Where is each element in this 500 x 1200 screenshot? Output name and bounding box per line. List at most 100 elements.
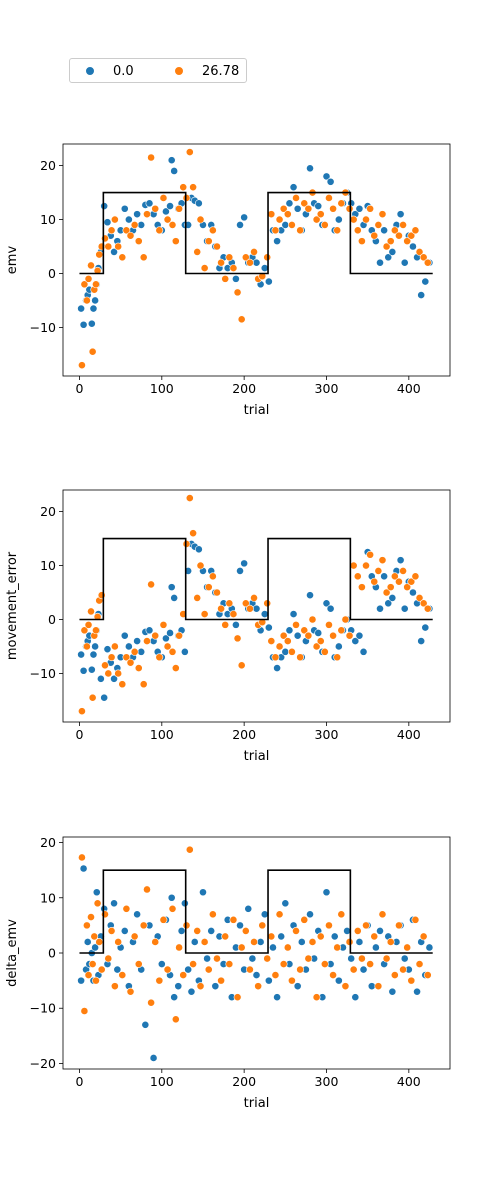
- data-point: [246, 965, 254, 974]
- x-tick-label: 300: [315, 381, 339, 396]
- data-point: [174, 982, 183, 991]
- data-point: [92, 280, 100, 289]
- data-point: [345, 631, 354, 640]
- data-point: [374, 982, 383, 991]
- data-point: [304, 954, 313, 963]
- data-point: [400, 954, 409, 963]
- data-point: [355, 938, 364, 946]
- data-point: [264, 976, 273, 985]
- data-point: [300, 915, 309, 924]
- data-point: [133, 637, 142, 645]
- data-point: [103, 218, 112, 227]
- y-tick-label: −10: [30, 666, 56, 681]
- data-point: [337, 626, 346, 635]
- data-point: [252, 971, 261, 979]
- data-point: [200, 938, 209, 946]
- data-point: [353, 927, 362, 935]
- data-point: [162, 207, 170, 216]
- data-point: [110, 982, 119, 991]
- data-point: [151, 631, 160, 640]
- data-point: [151, 938, 160, 946]
- data-point: [269, 943, 277, 952]
- data-point: [388, 987, 397, 996]
- data-point: [145, 626, 154, 635]
- data-point: [180, 899, 189, 908]
- data-point: [386, 237, 395, 246]
- data-point: [233, 288, 242, 297]
- data-point: [334, 642, 343, 651]
- data-point: [419, 932, 428, 941]
- data-point: [353, 226, 362, 235]
- data-point: [196, 215, 205, 224]
- chart-panel-1: 0 100 200 300 400 −10 0 10 20 trial movement_error: [5, 489, 451, 764]
- data-point: [82, 296, 91, 305]
- data-point: [213, 242, 221, 251]
- data-point: [345, 938, 354, 946]
- legend-item-0: 0.0: [85, 63, 134, 79]
- data-point: [171, 664, 180, 672]
- data-point: [179, 183, 188, 192]
- data-point: [376, 927, 384, 935]
- data-point: [370, 577, 379, 586]
- x-tick-label: 300: [315, 727, 339, 742]
- data-point: [275, 642, 284, 651]
- data-point: [241, 927, 250, 935]
- data-point: [79, 666, 88, 675]
- data-point: [314, 629, 323, 637]
- data-point: [167, 156, 176, 165]
- data-point: [250, 594, 258, 602]
- data-point: [279, 631, 288, 640]
- data-point: [229, 915, 238, 924]
- axes-frame: [62, 143, 451, 377]
- x-axis-label: trial: [244, 1096, 270, 1111]
- data-point: [89, 650, 98, 659]
- x-tick-label: 400: [397, 727, 421, 742]
- data-point: [133, 910, 142, 919]
- data-point: [80, 626, 89, 635]
- data-point: [133, 210, 142, 219]
- data-point: [329, 631, 337, 640]
- y-axis-label: emv: [5, 246, 20, 275]
- data-point: [250, 938, 258, 946]
- axes-frame: [62, 489, 451, 723]
- data-point: [159, 194, 168, 202]
- data-point: [320, 960, 329, 968]
- data-point: [166, 202, 174, 210]
- data-point: [322, 172, 331, 181]
- data-point: [155, 653, 164, 662]
- reference-step-line: [79, 191, 433, 275]
- x-tick-label: 0: [75, 381, 83, 396]
- data-point: [237, 315, 246, 324]
- data-point: [78, 361, 86, 370]
- data-point: [225, 599, 234, 608]
- data-point: [417, 637, 426, 645]
- data-point: [87, 319, 96, 328]
- data-point: [258, 921, 267, 930]
- data-point: [241, 599, 250, 608]
- data-point: [316, 637, 325, 645]
- data-point: [355, 631, 364, 640]
- data-point: [283, 210, 292, 219]
- data-point: [114, 242, 123, 251]
- data-point: [91, 943, 100, 952]
- x-tick-label: 100: [150, 1074, 174, 1089]
- data-point: [229, 264, 238, 272]
- data-point: [113, 965, 122, 974]
- data-point: [88, 960, 97, 968]
- data-point: [196, 982, 205, 991]
- data-point: [84, 274, 93, 283]
- data-point: [382, 242, 391, 251]
- data-point: [122, 904, 131, 913]
- data-point: [312, 993, 321, 1002]
- data-point: [267, 637, 276, 645]
- data-point: [77, 650, 86, 659]
- data-point: [258, 272, 267, 281]
- data-point: [96, 674, 105, 683]
- data-point: [273, 664, 281, 672]
- data-point: [382, 954, 391, 963]
- data-point: [118, 253, 127, 262]
- data-point: [163, 215, 172, 224]
- x-axis-label: trial: [244, 749, 270, 764]
- data-point: [248, 954, 257, 963]
- data-point: [78, 853, 86, 862]
